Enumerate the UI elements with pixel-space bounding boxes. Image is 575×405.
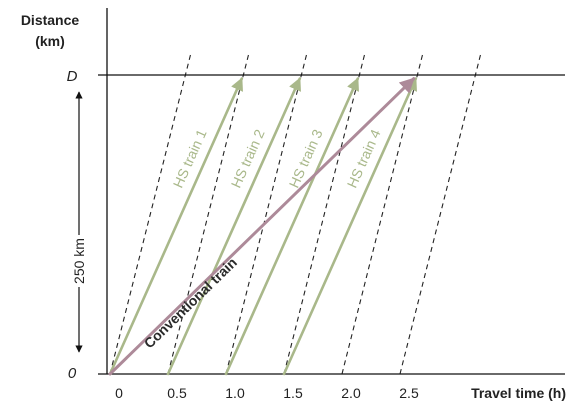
- x-axis-title: Travel time (h): [471, 385, 566, 401]
- dashed-reference-line-1: [109, 50, 192, 375]
- x-tick-labels: 0 0.5 1.0 1.5 2.0 2.5: [115, 385, 419, 401]
- dashed-reference-line-5: [341, 50, 424, 375]
- x-tick-label-3: 1.0: [225, 385, 245, 401]
- dashed-reference-line-4: [283, 50, 366, 375]
- origin-level-label: 0: [68, 365, 77, 382]
- distance-span-indicator: 250 km: [70, 91, 88, 353]
- hs-train-2-label: HS train 2: [228, 127, 268, 191]
- conventional-train-line: [108, 77, 416, 376]
- x-tick-label-1: 0: [115, 385, 123, 401]
- dashed-reference-line-6: [399, 50, 482, 375]
- hs-train-3-line: [224, 77, 360, 376]
- train-series: HS train 1 HS train 2 HS train 3 HS train 4…: [108, 77, 418, 376]
- hs-train-2-line: [166, 77, 302, 376]
- distance-span-label: 250 km: [71, 238, 87, 284]
- hs-train-4-line: [282, 77, 418, 376]
- y-axis-title: Distance (km): [21, 12, 80, 49]
- x-tick-label-2: 0.5: [167, 385, 187, 401]
- y-axis-title-line2: (km): [35, 33, 65, 49]
- hs-train-3-label: HS train 3: [286, 127, 326, 191]
- destination-level-label: D: [67, 68, 78, 85]
- distance-span-label-backdrop: [70, 235, 88, 287]
- hs-train-1-label: HS train 1: [170, 127, 210, 191]
- dashed-reference-line-2: [167, 50, 250, 375]
- x-tick-label-4: 1.5: [283, 385, 303, 401]
- x-tick-label-6: 2.5: [399, 385, 419, 401]
- dashed-reference-line-3: [225, 50, 308, 375]
- hs-train-4-label: HS train 4: [344, 127, 384, 191]
- dashed-reference-lines: [109, 50, 482, 375]
- y-axis-title-line1: Distance: [21, 12, 80, 28]
- axes: [98, 8, 565, 375]
- x-tick-label-5: 2.0: [341, 385, 361, 401]
- hs-train-1-line: [108, 77, 244, 376]
